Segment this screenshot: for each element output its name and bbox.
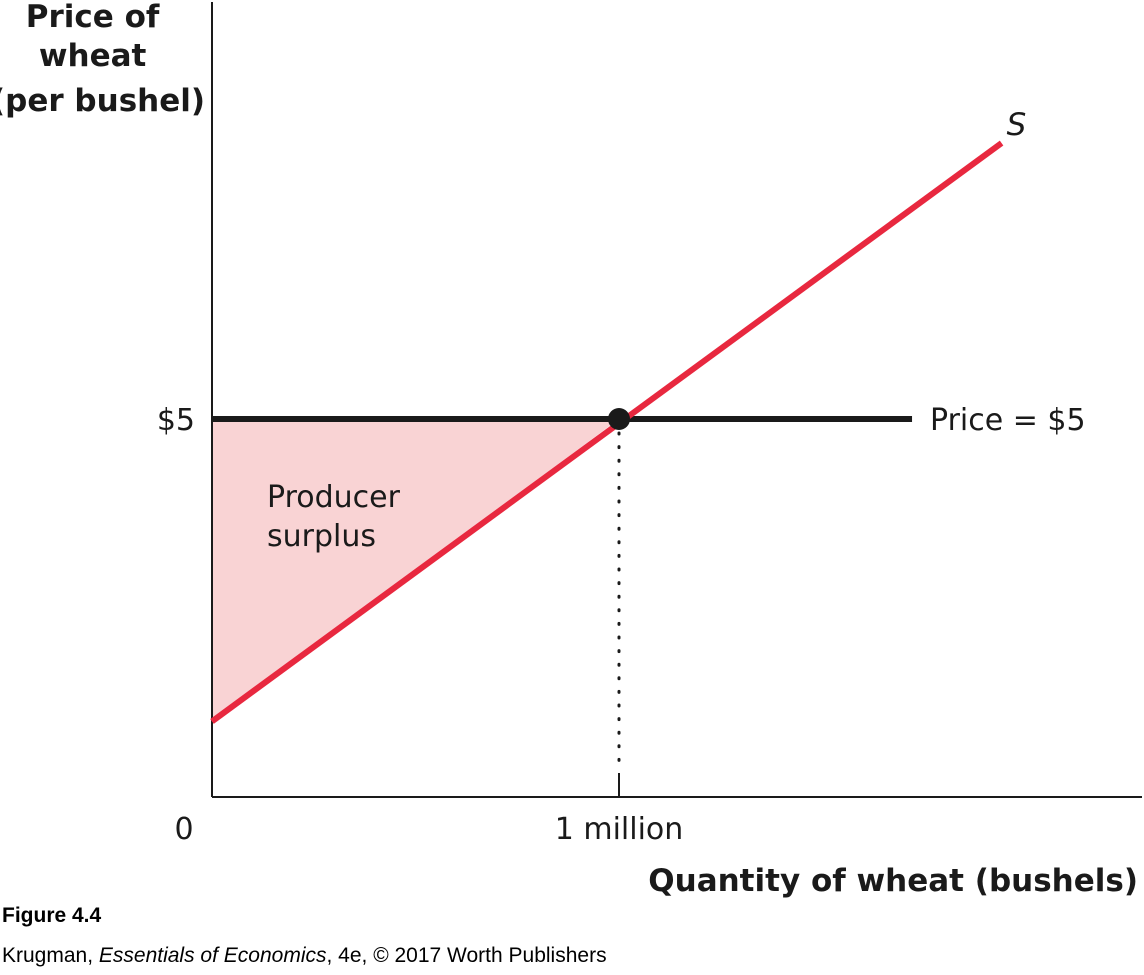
producer-surplus-label-line: surplus [267,519,376,554]
supply-curve [210,140,1004,724]
producer-surplus-label-line: Producer [267,480,401,515]
credit-author: Krugman, [2,944,99,967]
origin-label: 0 [174,812,193,847]
price-line-label: Price = $5 [930,403,1086,438]
figure-credit: Krugman, Essentials of Economics, 4e, © … [2,944,607,968]
supply-curve-label: S [1007,107,1027,143]
y-axis-title-line: wheat [39,38,147,74]
equilibrium-point [608,408,630,430]
y-axis-title-line: (per bushel) [0,83,205,119]
figure-label: Figure 4.4 [2,904,102,927]
y-axis-title-line: Price of [26,0,160,35]
credit-title: Essentials of Economics [98,944,327,967]
y-axis-title: Price of wheat (per bushel) [0,0,205,119]
x-axis-title: Quantity of wheat (bushels) [648,863,1138,899]
x-tick-label: 1 million [555,812,684,847]
producer-surplus-label: Producer surplus [267,480,409,554]
credit-rest: , 4e, © 2017 Worth Publishers [326,944,607,967]
y-tick-label: $5 [157,403,195,438]
